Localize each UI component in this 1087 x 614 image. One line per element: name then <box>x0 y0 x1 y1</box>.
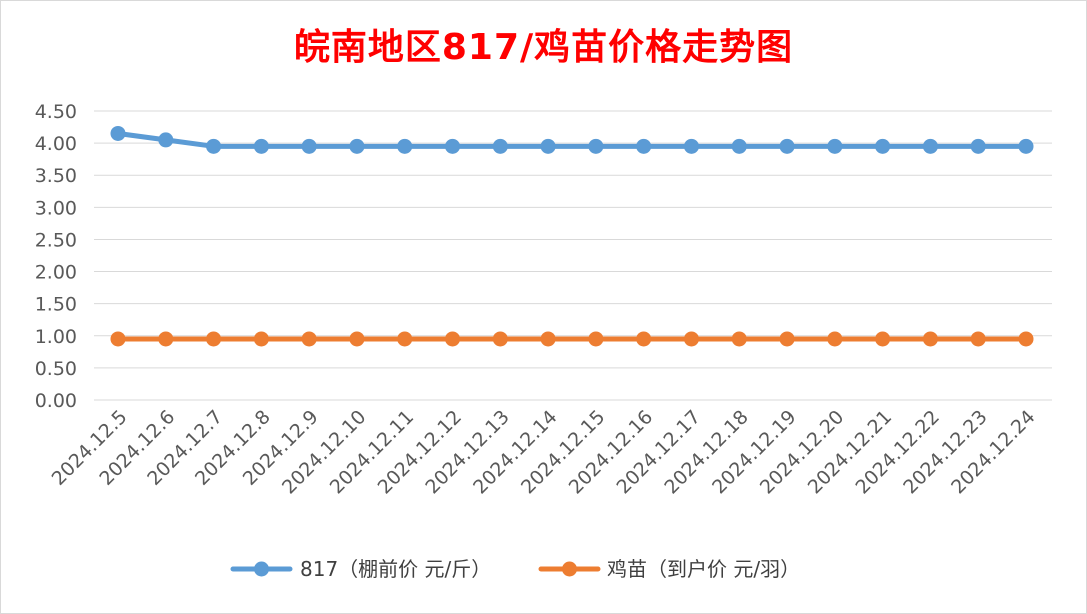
y-tick-label: 0.00 <box>35 390 77 412</box>
data-point <box>1018 331 1034 347</box>
data-point <box>588 138 604 154</box>
data-point <box>731 331 747 347</box>
data-point <box>779 138 795 154</box>
data-point <box>922 331 938 347</box>
data-point <box>110 331 126 347</box>
y-tick-label: 1.00 <box>35 326 77 348</box>
data-point <box>970 138 986 154</box>
data-point <box>875 138 891 154</box>
data-point <box>301 138 317 154</box>
data-point <box>253 331 269 347</box>
y-tick-label: 1.50 <box>35 294 77 316</box>
data-point <box>206 331 222 347</box>
y-tick-label: 2.00 <box>35 262 77 284</box>
legend-label: 817（棚前价 元/斤） <box>300 557 491 581</box>
data-point <box>970 331 986 347</box>
data-point <box>827 138 843 154</box>
data-point <box>445 138 461 154</box>
legend-label: 鸡苗（到户价 元/羽） <box>607 557 800 581</box>
data-point <box>588 331 604 347</box>
data-point <box>827 331 843 347</box>
data-point <box>206 138 222 154</box>
data-point <box>683 138 699 154</box>
data-point <box>492 138 508 154</box>
data-point <box>349 331 365 347</box>
data-point <box>158 331 174 347</box>
data-point <box>301 331 317 347</box>
legend: 817（棚前价 元/斤） 鸡苗（到户价 元/羽） <box>230 557 800 581</box>
legend-swatch-marker <box>562 561 577 577</box>
data-point <box>731 138 747 154</box>
data-point <box>922 138 938 154</box>
data-point <box>397 331 413 347</box>
data-point <box>110 125 126 141</box>
legend-swatch-marker <box>254 561 269 577</box>
data-point <box>875 331 891 347</box>
y-tick-label: 4.50 <box>35 101 77 123</box>
data-point <box>683 331 699 347</box>
data-point <box>158 132 174 148</box>
data-point <box>540 138 556 154</box>
y-tick-label: 3.00 <box>35 197 77 219</box>
y-tick-label: 2.50 <box>35 229 77 251</box>
plot-area <box>110 125 1034 347</box>
data-point <box>445 331 461 347</box>
gridlines <box>94 110 1052 401</box>
data-point <box>540 331 556 347</box>
data-point <box>636 331 652 347</box>
data-point <box>492 331 508 347</box>
chart-title: 皖南地区817/鸡苗价格走势图 <box>293 27 794 68</box>
x-axis: 2024.12.52024.12.62024.12.72024.12.82024… <box>48 406 1040 498</box>
y-tick-label: 4.00 <box>35 133 77 155</box>
data-point <box>397 138 413 154</box>
y-tick-label: 0.50 <box>35 358 77 380</box>
y-tick-label: 3.50 <box>35 165 77 187</box>
y-axis: 0.00 0.50 1.00 1.50 2.00 2.50 3.00 3.50 4.00 4.50 <box>35 101 77 412</box>
data-point <box>349 138 365 154</box>
data-point <box>253 138 269 154</box>
series-line-0 <box>115 130 1029 149</box>
data-point <box>636 138 652 154</box>
data-point <box>1018 138 1034 154</box>
data-point <box>779 331 795 347</box>
